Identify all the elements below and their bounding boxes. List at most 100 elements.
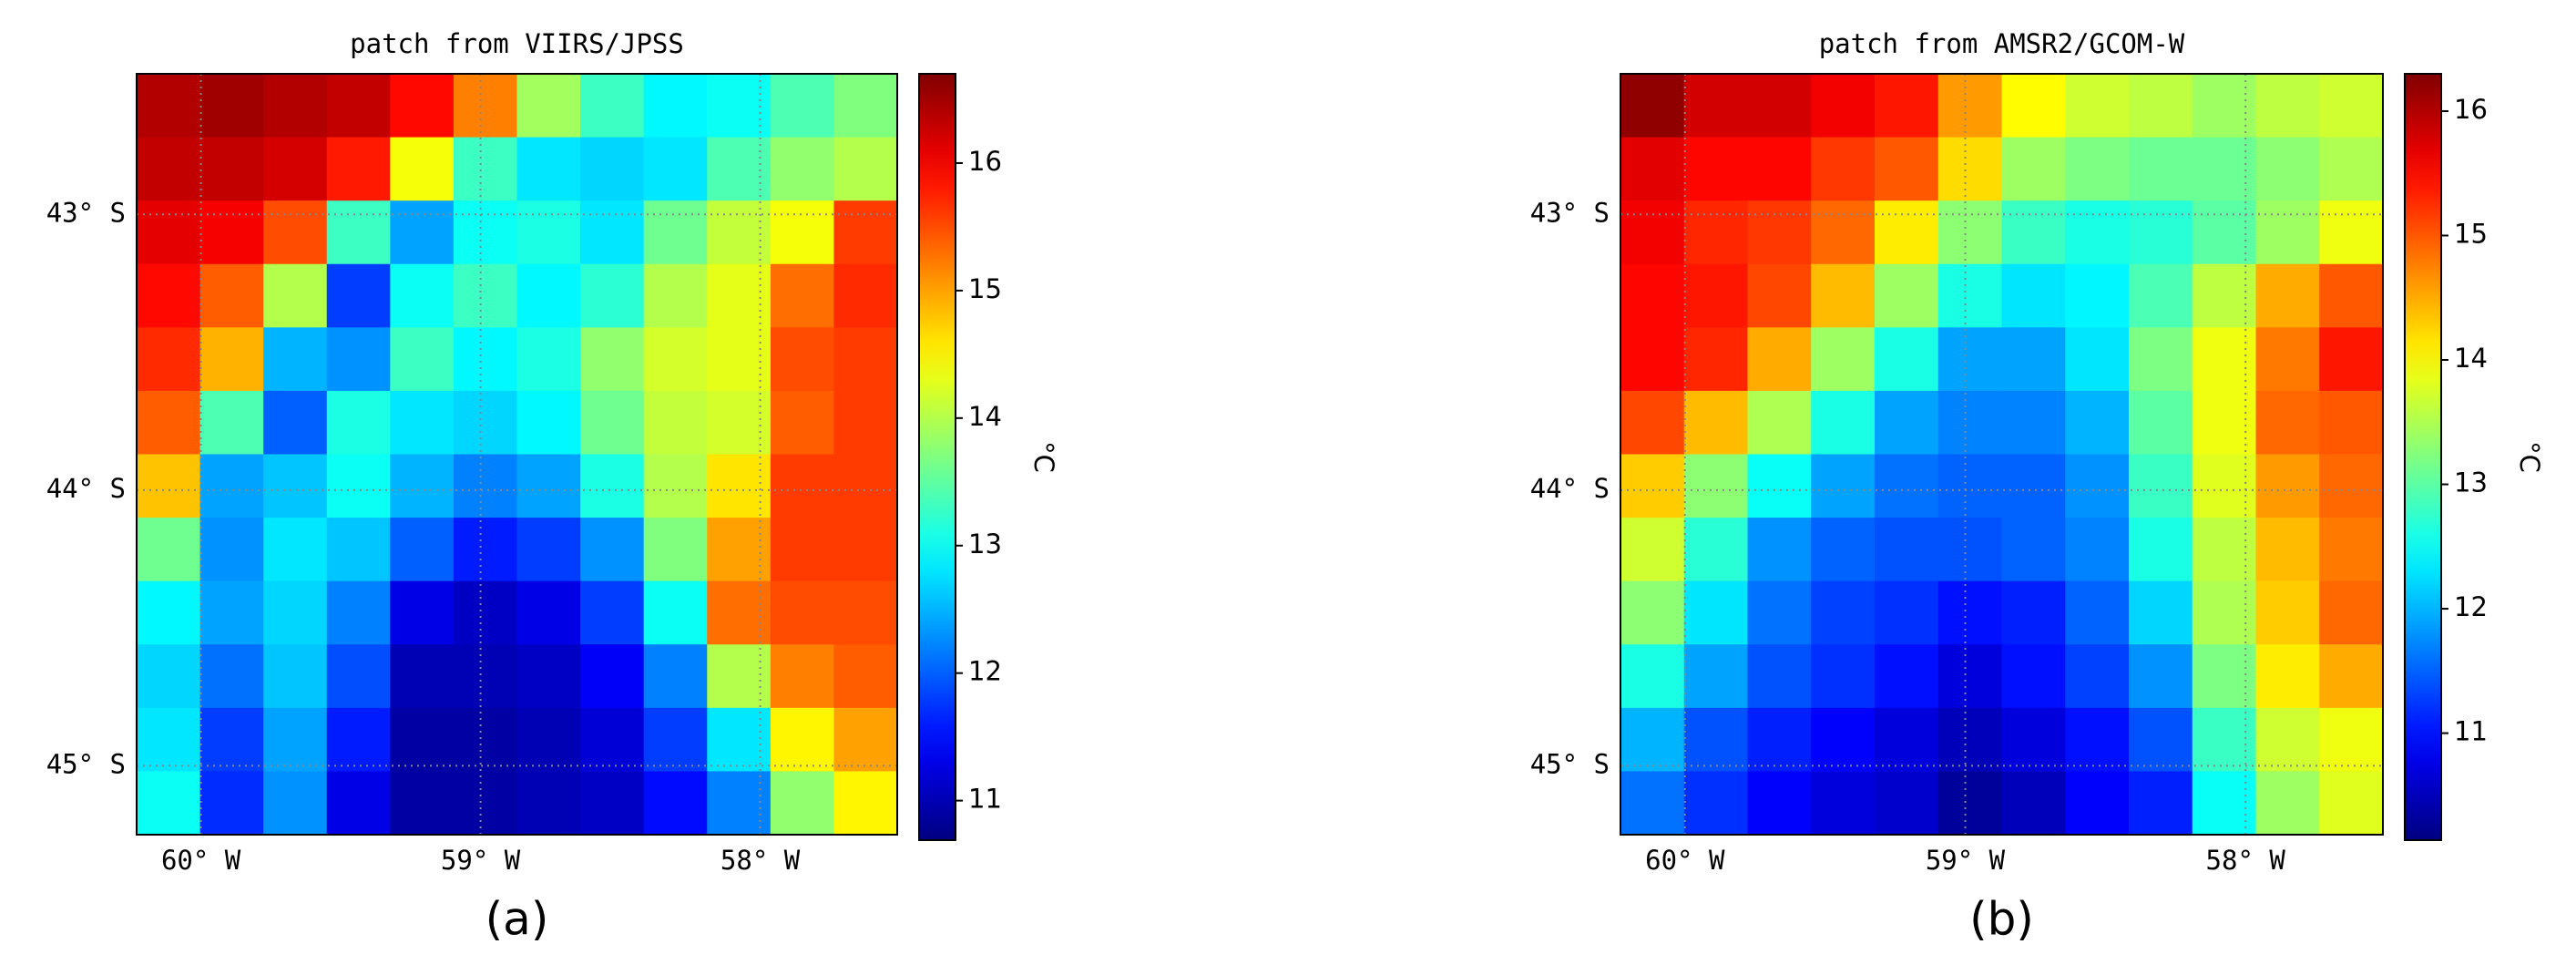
heat-cell — [390, 263, 455, 328]
heat-cell — [2255, 263, 2320, 328]
heat-cell — [263, 454, 328, 518]
heat-cell — [1811, 518, 1876, 582]
heat-cell — [2192, 518, 2257, 582]
heat-cell — [1620, 390, 1685, 456]
heat-cell — [707, 137, 772, 201]
heat-cell — [137, 707, 201, 773]
heat-cell — [1875, 263, 1939, 328]
heat-cell — [453, 200, 518, 265]
heat-cell — [833, 771, 898, 836]
heat-cell — [1811, 644, 1876, 709]
heat-cell — [1683, 644, 1749, 709]
heat-cell — [2001, 74, 2066, 139]
heat-cell — [1620, 263, 1685, 328]
x-tick-label: 60° W — [161, 845, 241, 876]
heat-cell — [1811, 137, 1876, 201]
colorbar-tick-label: 13 — [968, 529, 1002, 559]
heat-cell — [643, 518, 708, 582]
heat-cell — [707, 327, 772, 392]
heat-cell — [1937, 454, 2003, 518]
heat-cell — [2255, 390, 2320, 456]
caption: (a) — [486, 893, 549, 946]
heat-cell — [326, 454, 391, 518]
heat-cell — [516, 771, 581, 836]
heat-cell — [2255, 137, 2320, 201]
heat-cell — [1811, 74, 1876, 139]
heat-cell — [643, 200, 708, 265]
heat-cell — [263, 644, 328, 709]
heat-cell — [1875, 454, 1939, 518]
heat-cell — [770, 707, 835, 773]
heat-cell — [1875, 390, 1939, 456]
heat-cell — [1747, 454, 1812, 518]
heat-cell — [580, 454, 645, 518]
heat-cell — [2129, 137, 2193, 201]
axes-frame — [136, 73, 898, 836]
colorbar-tick-label: 15 — [2454, 218, 2488, 249]
heat-cell — [2255, 644, 2320, 709]
heat-cell — [390, 771, 455, 836]
heat-cell — [707, 707, 772, 773]
heat-cell — [2319, 518, 2384, 582]
heat-cell — [1875, 200, 1939, 265]
heat-cell — [707, 580, 772, 645]
heat-cell — [390, 74, 455, 139]
heat-cell — [833, 518, 898, 582]
heat-cell — [2065, 518, 2130, 582]
heat-cell — [326, 707, 391, 773]
colorbar-tick-label: 13 — [2454, 467, 2488, 498]
colorbar-tick-label: 11 — [2454, 716, 2488, 747]
heat-cell — [833, 580, 898, 645]
heat-cell — [707, 644, 772, 709]
heat-cell — [1683, 454, 1749, 518]
heat-cell — [1875, 74, 1939, 139]
heat-cell — [453, 454, 518, 518]
heat-cell — [1811, 580, 1876, 645]
heat-cell — [1747, 518, 1812, 582]
heat-cell — [326, 74, 391, 139]
heat-cell — [1811, 707, 1876, 773]
heat-cell — [833, 390, 898, 456]
heat-cell — [643, 327, 708, 392]
axes-frame — [1620, 73, 2384, 836]
y-tick-label: 45° S — [46, 748, 126, 779]
heat-cell — [1937, 771, 2003, 836]
heat-cell — [2192, 390, 2257, 456]
heat-cell — [770, 644, 835, 709]
heat-cell — [1811, 390, 1876, 456]
heat-cell — [770, 74, 835, 139]
heat-cell — [833, 137, 898, 201]
heat-cell — [2255, 74, 2320, 139]
heat-cell — [2001, 327, 2066, 392]
heat-cell — [1937, 580, 2003, 645]
heat-cell — [1620, 137, 1685, 201]
heat-cell — [2319, 200, 2384, 265]
y-tick-label: 43° S — [46, 197, 126, 228]
heat-cell — [1747, 74, 1812, 139]
heat-cell — [137, 771, 201, 836]
heat-cell — [453, 707, 518, 773]
heat-cell — [199, 454, 264, 518]
heat-cell — [137, 644, 201, 709]
heat-cell — [770, 390, 835, 456]
x-tick-label: 59° W — [1926, 845, 2006, 876]
heat-cell — [643, 390, 708, 456]
heat-cell — [2255, 454, 2320, 518]
heat-cell — [2065, 644, 2130, 709]
heat-cell — [2001, 771, 2066, 836]
heat-cell — [263, 327, 328, 392]
heat-cell — [770, 771, 835, 836]
heat-cell — [1875, 707, 1939, 773]
heat-cell — [707, 454, 772, 518]
heat-cell — [2192, 263, 2257, 328]
colorbar-tick-label: 14 — [968, 401, 1002, 432]
heat-cell — [516, 518, 581, 582]
heat-cell — [2065, 74, 2130, 139]
heat-cell — [453, 518, 518, 582]
y-tick-label: 44° S — [1530, 473, 1610, 504]
heat-cell — [263, 580, 328, 645]
heat-cell — [643, 580, 708, 645]
heat-cell — [263, 200, 328, 265]
heat-cell — [1620, 707, 1685, 773]
heat-cell — [2065, 390, 2130, 456]
